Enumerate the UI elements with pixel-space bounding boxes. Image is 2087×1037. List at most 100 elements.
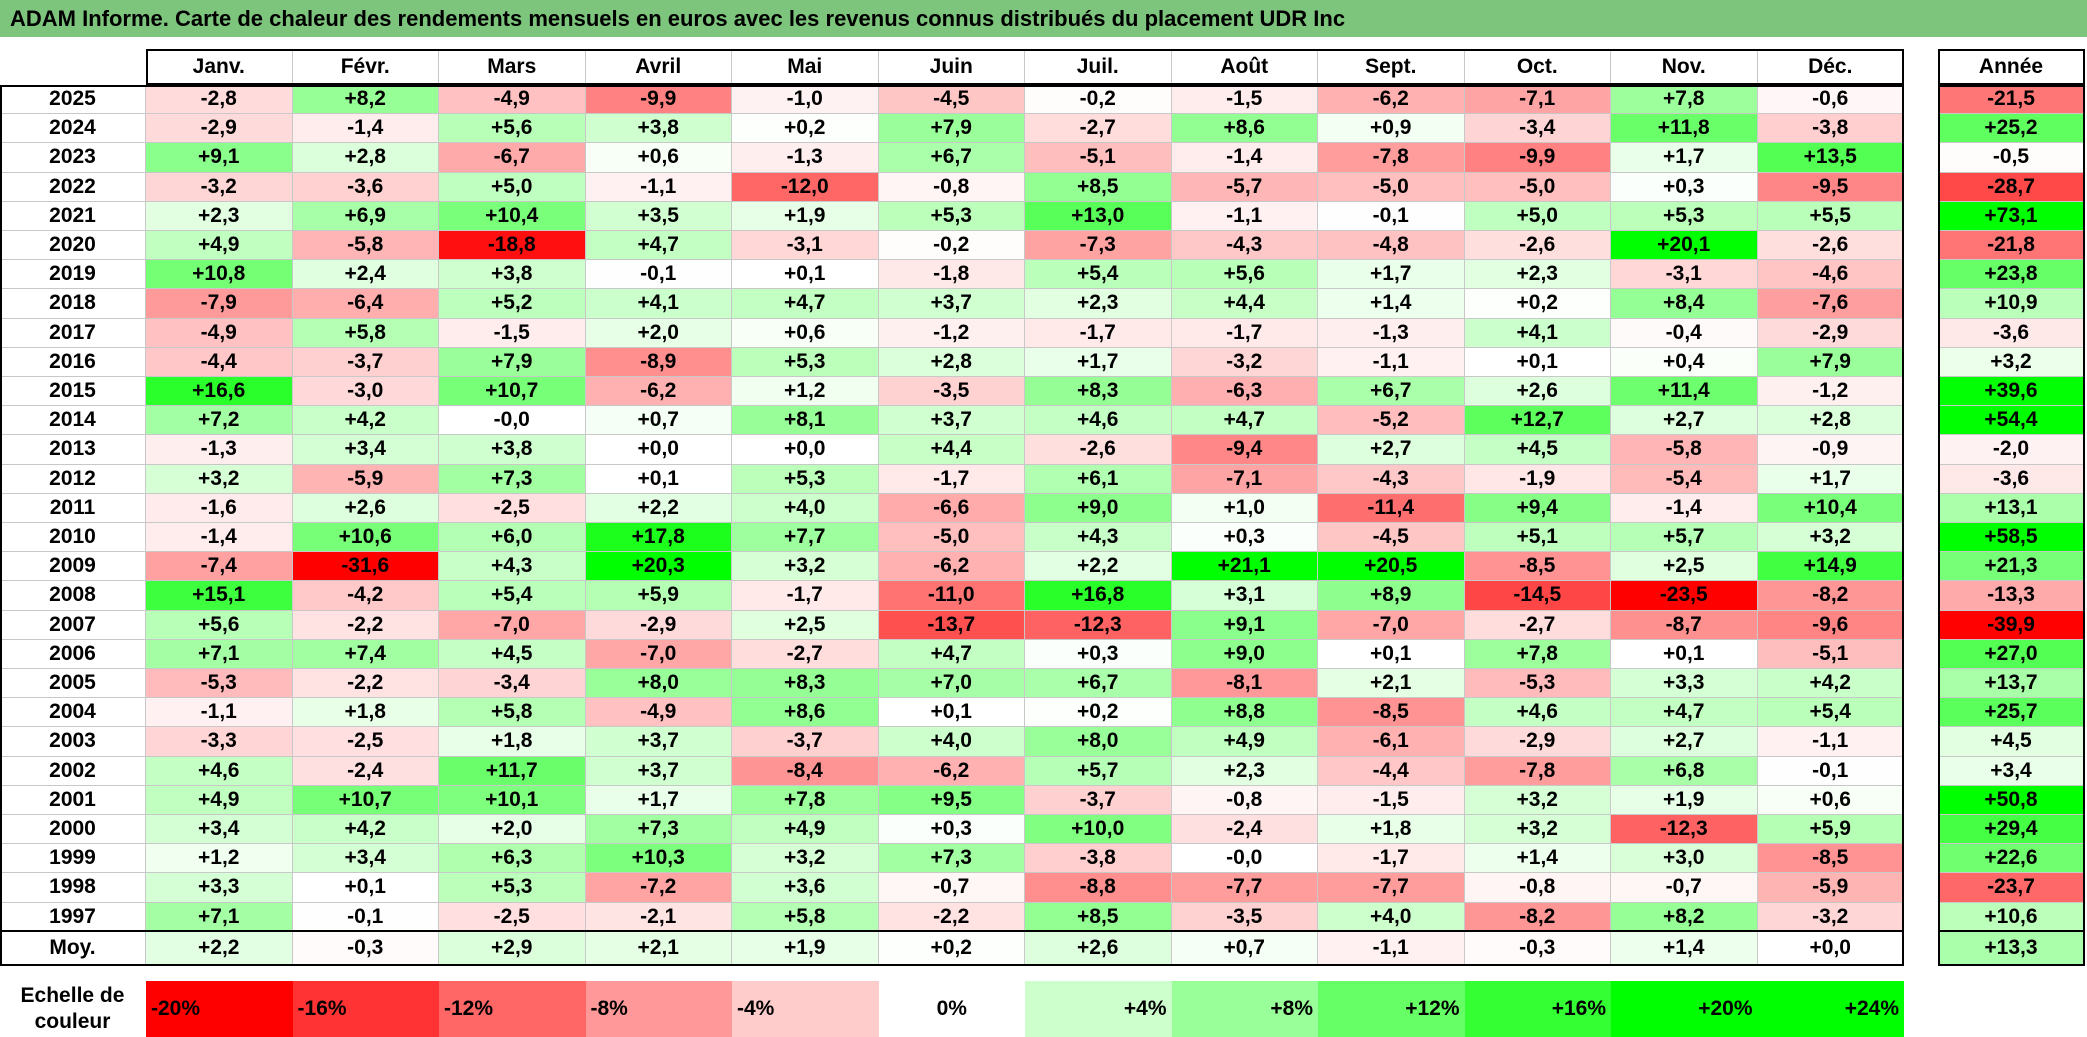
heatmap-cell: +7,3: [878, 844, 1025, 874]
heatmap-cell: +6,8: [1611, 756, 1758, 786]
heatmap-cell: +2,3: [1025, 289, 1172, 319]
heatmap-cell: +7,9: [1757, 347, 1904, 377]
heatmap-cell: -6,2: [1318, 85, 1465, 115]
heatmap-cell: +1,2: [146, 844, 293, 874]
heatmap-cell: -3,4: [1464, 114, 1611, 144]
heatmap-cell: -5,9: [1757, 873, 1904, 903]
heatmap-cell: +20,1: [1611, 231, 1758, 261]
heatmap-cell: -1,4: [146, 523, 293, 553]
heatmap-cell: +0,1: [585, 464, 732, 494]
heatmap-cell: +8,6: [1171, 114, 1318, 144]
heatmap-cell: -8,2: [1757, 581, 1904, 611]
heatmap-cell: -5,0: [878, 523, 1025, 553]
heatmap-cell: -4,4: [146, 347, 293, 377]
heatmap-cell: +11,8: [1611, 114, 1758, 144]
month-header: Mars: [439, 49, 586, 85]
year-label: 2005: [0, 669, 146, 699]
heatmap-cell: +0,1: [1464, 347, 1611, 377]
heatmap-cell: +3,6: [732, 873, 879, 903]
heatmap-cell: -0,1: [1757, 756, 1904, 786]
annual-cell: +27,0: [1938, 639, 2085, 669]
heatmap-cell: -0,1: [292, 902, 439, 932]
heatmap-cell: -2,2: [292, 669, 439, 699]
annual-cell: +22,6: [1938, 844, 2085, 874]
heatmap-cell: +8,5: [1025, 902, 1172, 932]
annual-cell: +13,7: [1938, 669, 2085, 699]
heatmap-cell: +2,2: [1025, 552, 1172, 582]
heatmap-cell: +0,2: [1464, 289, 1611, 319]
year-label: 2017: [0, 318, 146, 348]
heatmap-cell: -0,2: [878, 231, 1025, 261]
heatmap-cell: +8,6: [732, 698, 879, 728]
heatmap-cell: -0,1: [1318, 201, 1465, 231]
heatmap-cell: +3,4: [146, 815, 293, 845]
heatmap-cell: +0,2: [732, 114, 879, 144]
heatmap-cell: +2,3: [146, 201, 293, 231]
heatmap-cell: +9,1: [1171, 610, 1318, 640]
heatmap-cell: +3,2: [1464, 815, 1611, 845]
year-label: 2002: [0, 756, 146, 786]
average-cell: +2,6: [1025, 930, 1172, 966]
heatmap-cell: +0,7: [585, 406, 732, 436]
year-label: 2001: [0, 785, 146, 815]
heatmap-cell: +4,4: [878, 435, 1025, 465]
heatmap-cell: +0,6: [1757, 785, 1904, 815]
month-header: Sept.: [1318, 49, 1465, 85]
heatmap-cell: -5,1: [1025, 143, 1172, 173]
legend-swatch: +24%: [1757, 981, 1904, 1037]
annual-cell: -21,5: [1938, 85, 2085, 115]
heatmap-cell: +0,1: [732, 260, 879, 290]
heatmap-cell: -5,3: [146, 669, 293, 699]
heatmap-cell: -7,0: [439, 610, 586, 640]
heatmap-cell: +4,0: [732, 493, 879, 523]
heatmap-cell: -6,6: [878, 493, 1025, 523]
heatmap-cell: +6,1: [1025, 464, 1172, 494]
year-label: 2021: [0, 201, 146, 231]
heatmap-cell: -5,2: [1318, 406, 1465, 436]
heatmap-cell: +2,5: [732, 610, 879, 640]
heatmap-cell: -5,1: [1757, 639, 1904, 669]
heatmap-cell: -0,7: [878, 873, 1025, 903]
heatmap-cell: +2,6: [292, 493, 439, 523]
heatmap-cell: +7,3: [439, 464, 586, 494]
heatmap-cell: -2,4: [292, 756, 439, 786]
heatmap-cell: -5,8: [292, 231, 439, 261]
heatmap-cell: +5,8: [732, 902, 879, 932]
heatmap-cell: +0,3: [1171, 523, 1318, 553]
heatmap-cell: +4,4: [1171, 289, 1318, 319]
year-label: 2007: [0, 610, 146, 640]
heatmap-cell: -7,7: [1318, 873, 1465, 903]
heatmap-cell: -2,2: [878, 902, 1025, 932]
heatmap-cell: -7,4: [146, 552, 293, 582]
heatmap-cell: -2,6: [1025, 435, 1172, 465]
heatmap-cell: +5,4: [1757, 698, 1904, 728]
heatmap-cell: -31,6: [292, 552, 439, 582]
heatmap-cell: +9,4: [1464, 493, 1611, 523]
heatmap-cell: +6,9: [292, 201, 439, 231]
heatmap-cell: +3,8: [585, 114, 732, 144]
heatmap-cell: +20,3: [585, 552, 732, 582]
heatmap-cell: -1,1: [1318, 347, 1465, 377]
heatmap-cell: +4,7: [585, 231, 732, 261]
year-label: 2011: [0, 493, 146, 523]
heatmap-cell: -0,8: [878, 172, 1025, 202]
heatmap-cell: -1,5: [1171, 85, 1318, 115]
heatmap-cell: +1,7: [1025, 347, 1172, 377]
heatmap-cell: +3,3: [1611, 669, 1758, 699]
annual-cell: +4,5: [1938, 727, 2085, 757]
heatmap-cell: +3,8: [439, 260, 586, 290]
heatmap-cell: -12,3: [1025, 610, 1172, 640]
heatmap-cell: +7,1: [146, 902, 293, 932]
average-cell: +2,1: [585, 930, 732, 966]
heatmap-cell: -2,5: [439, 493, 586, 523]
heatmap-cell: +1,4: [1318, 289, 1465, 319]
heatmap-cell: +4,6: [1464, 698, 1611, 728]
legend-swatch: +16%: [1464, 981, 1611, 1037]
heatmap-cell: +10,6: [292, 523, 439, 553]
heatmap-cell: -0,4: [1611, 318, 1758, 348]
annual-cell: -23,7: [1938, 873, 2085, 903]
heatmap-cell: +4,2: [292, 815, 439, 845]
heatmap-cell: +4,5: [1464, 435, 1611, 465]
year-label: 2023: [0, 143, 146, 173]
heatmap-cell: -4,9: [439, 85, 586, 115]
